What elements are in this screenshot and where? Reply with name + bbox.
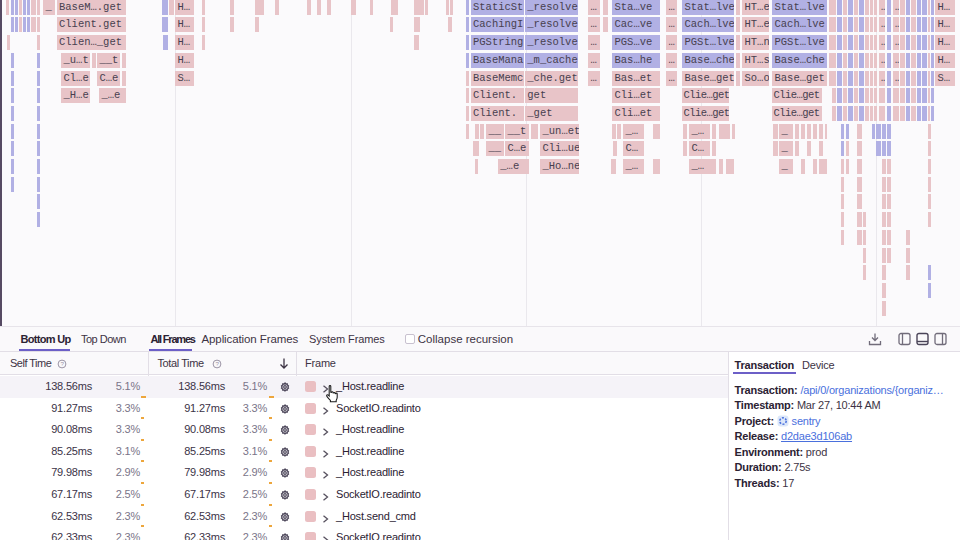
svg-text:?: ? <box>60 360 64 367</box>
svg-text:?: ? <box>215 360 219 367</box>
